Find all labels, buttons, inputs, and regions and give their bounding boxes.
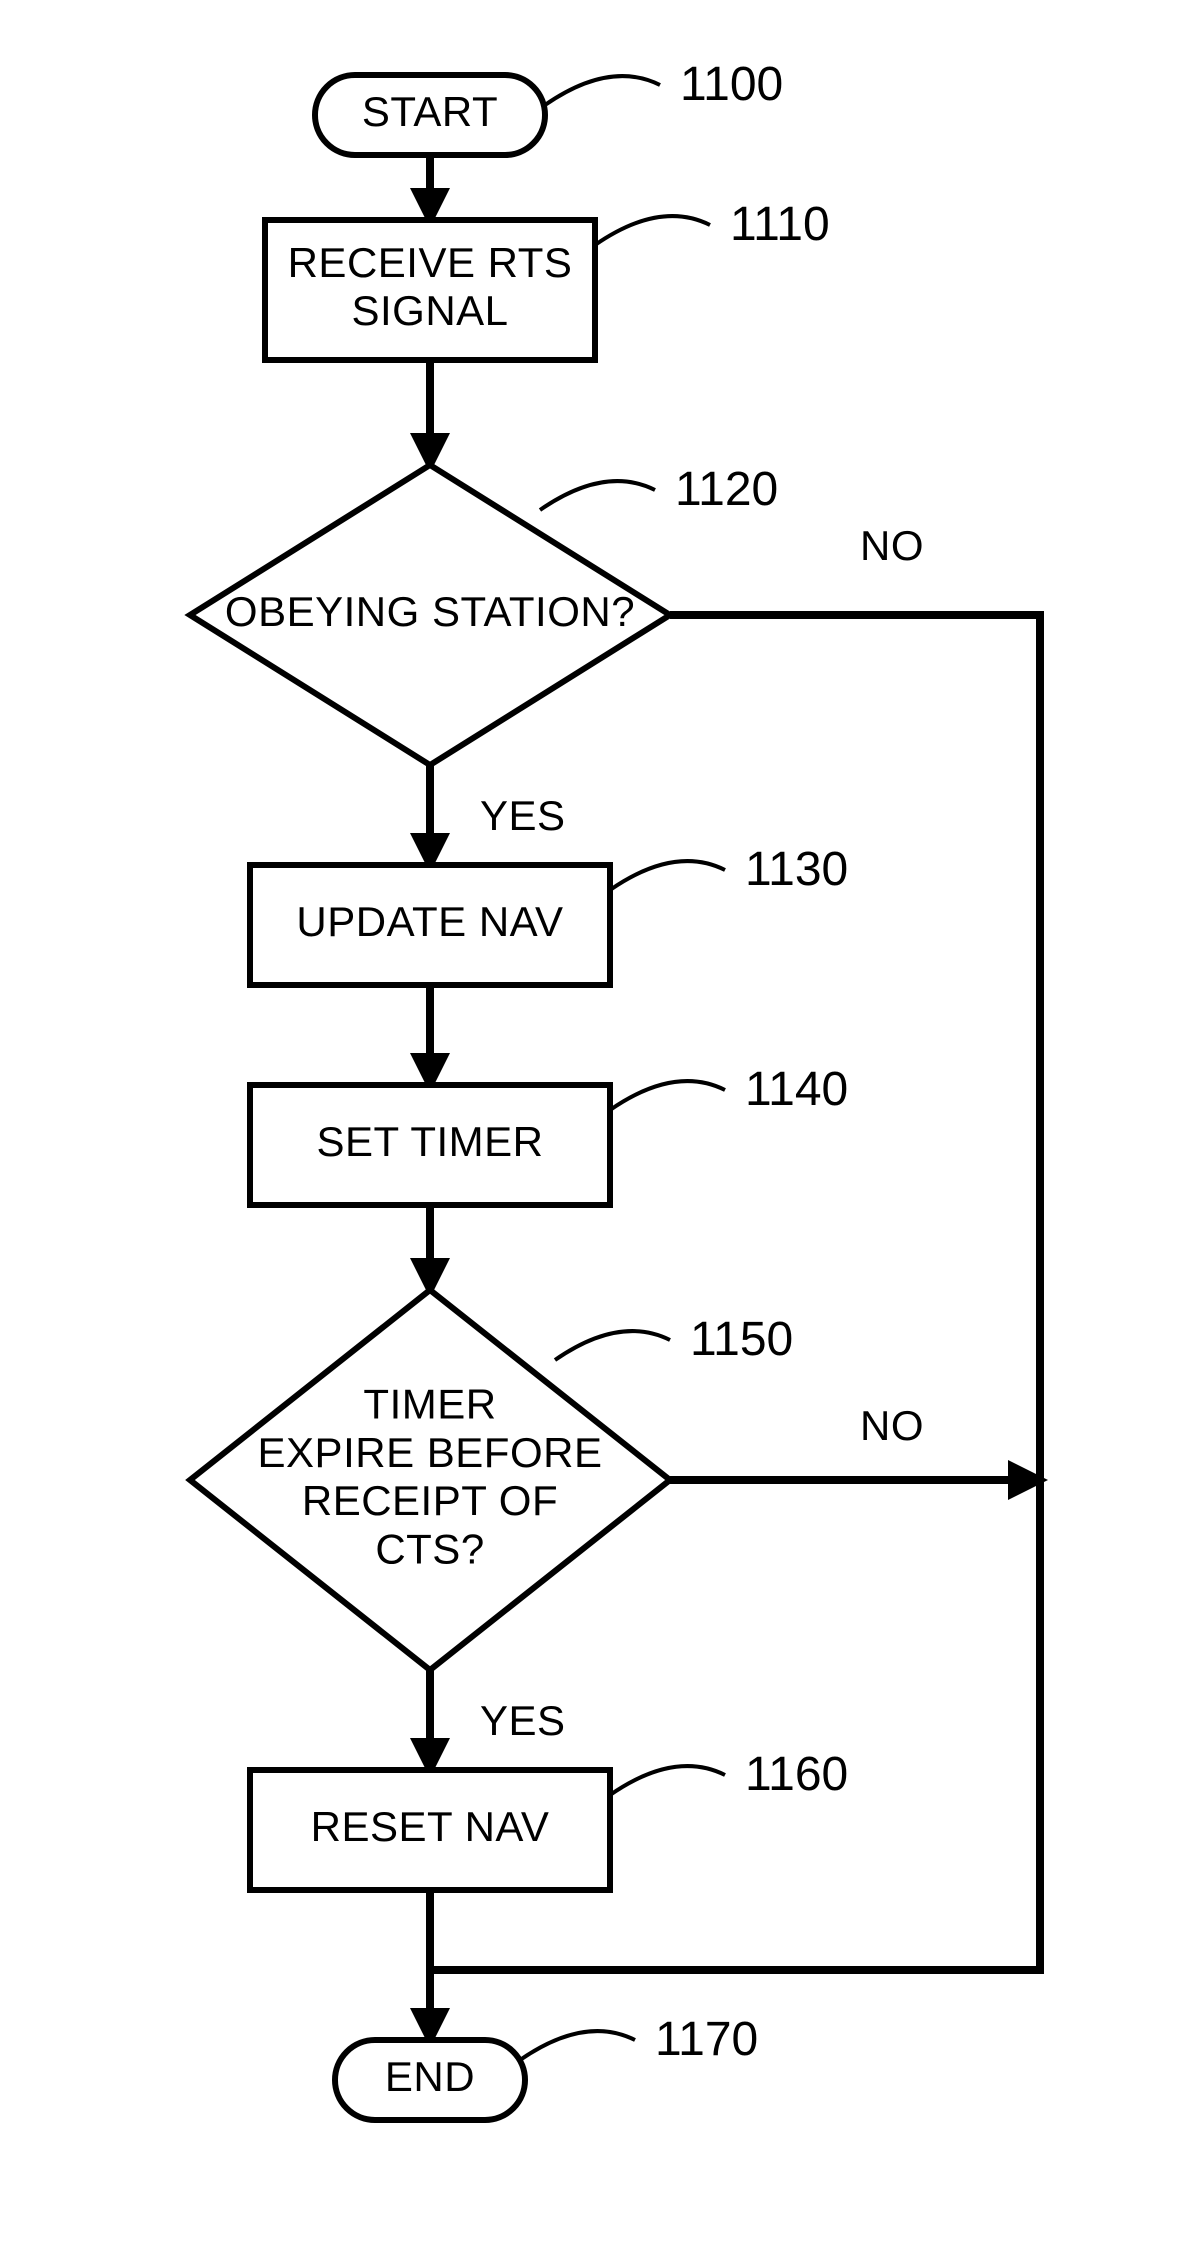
node-settmr: SET TIMER — [250, 1085, 610, 1205]
ref-leader-obey — [540, 481, 655, 510]
ref-leader-end — [520, 2031, 635, 2060]
node-reset: RESET NAV — [250, 1770, 610, 1890]
ref-number-end: 1170 — [655, 2013, 758, 2066]
edge-label-yes: YES — [480, 792, 566, 839]
ref-number-timer: 1150 — [690, 1313, 793, 1366]
flowchart: YES YES NO NO START RECEIVE RTSSIGNAL OBEYING… — [0, 0, 1192, 2242]
node-recv: RECEIVE RTSSIGNAL — [265, 220, 595, 360]
edge-label-no: NO — [860, 1402, 924, 1449]
ref-number-obey: 1120 — [675, 463, 778, 516]
edge-label-no: NO — [860, 522, 924, 569]
ref-leader-start — [545, 76, 660, 105]
ref-number-settmr: 1140 — [745, 1063, 848, 1116]
ref-number-reset: 1160 — [745, 1748, 848, 1801]
node-end: END — [335, 2040, 525, 2120]
ref-leader-recv — [595, 216, 710, 245]
ref-leader-upd — [610, 861, 725, 890]
node-obey: OBEYING STATION? — [190, 465, 670, 765]
node-label-upd: UPDATE NAV — [296, 898, 563, 945]
node-label-obey: OBEYING STATION? — [225, 588, 635, 635]
node-label-reset: RESET NAV — [311, 1803, 550, 1850]
ref-number-recv: 1110 — [730, 198, 830, 251]
ref-leader-timer — [555, 1331, 670, 1360]
node-timer: TIMEREXPIRE BEFORERECEIPT OFCTS? — [190, 1290, 670, 1670]
ref-leader-settmr — [610, 1081, 725, 1110]
ref-number-upd: 1130 — [745, 843, 848, 896]
edge-label-yes: YES — [480, 1697, 566, 1744]
node-label-start: START — [362, 88, 498, 135]
node-start: START — [315, 75, 545, 155]
ref-leader-reset — [610, 1766, 725, 1795]
ref-number-start: 1100 — [680, 58, 783, 111]
node-label-end: END — [385, 2053, 475, 2100]
node-upd: UPDATE NAV — [250, 865, 610, 985]
node-label-settmr: SET TIMER — [317, 1118, 544, 1165]
